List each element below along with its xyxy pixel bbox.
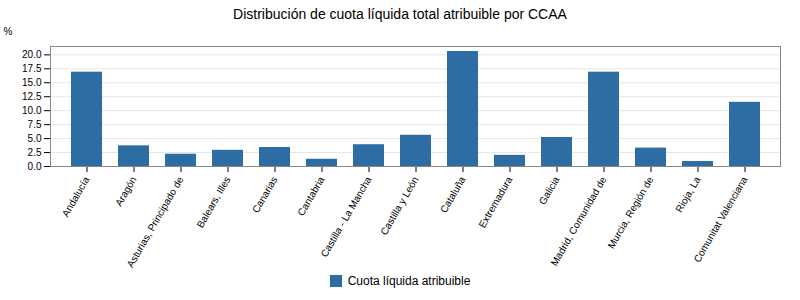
svg-text:Rioja, La: Rioja, La xyxy=(673,174,702,214)
svg-text:Galicia: Galicia xyxy=(537,174,562,206)
svg-text:17.5: 17.5 xyxy=(22,63,42,74)
svg-text:7.5: 7.5 xyxy=(28,119,42,130)
svg-text:2.5: 2.5 xyxy=(28,147,42,158)
svg-text:Castilla - La Mancha: Castilla - La Mancha xyxy=(318,174,373,259)
svg-text:Comunitat Valenciana: Comunitat Valenciana xyxy=(691,174,749,264)
svg-text:20.0: 20.0 xyxy=(22,49,42,60)
svg-text:Murcia, Región de: Murcia, Región de xyxy=(605,174,655,250)
svg-text:5.0: 5.0 xyxy=(28,133,42,144)
svg-text:Aragón: Aragón xyxy=(113,175,139,208)
svg-text:Madrid, Comunidad de: Madrid, Comunidad de xyxy=(548,174,608,267)
svg-text:Asturias, Principado de: Asturias, Principado de xyxy=(125,174,186,269)
svg-text:10.0: 10.0 xyxy=(22,105,42,116)
svg-text:Canarias: Canarias xyxy=(250,175,280,215)
svg-text:%: % xyxy=(4,26,13,37)
svg-text:Castilla y León: Castilla y León xyxy=(378,175,420,237)
svg-text:12.5: 12.5 xyxy=(22,91,42,102)
svg-text:Cataluña: Cataluña xyxy=(438,174,468,215)
svg-text:15.0: 15.0 xyxy=(22,77,42,88)
svg-text:Cantabria: Cantabria xyxy=(295,174,326,217)
svg-text:Extremadura: Extremadura xyxy=(476,174,514,229)
svg-text:0.0: 0.0 xyxy=(28,161,42,172)
svg-text:Balears, Illes: Balears, Illes xyxy=(194,175,232,230)
html-text:Distribución de cuota líquida: Distribución de cuota líquida total atri… xyxy=(233,6,567,22)
html-text:Cuota líquida atribuible: Cuota líquida atribuible xyxy=(347,274,471,288)
svg-text:Andalucía: Andalucía xyxy=(60,174,92,218)
